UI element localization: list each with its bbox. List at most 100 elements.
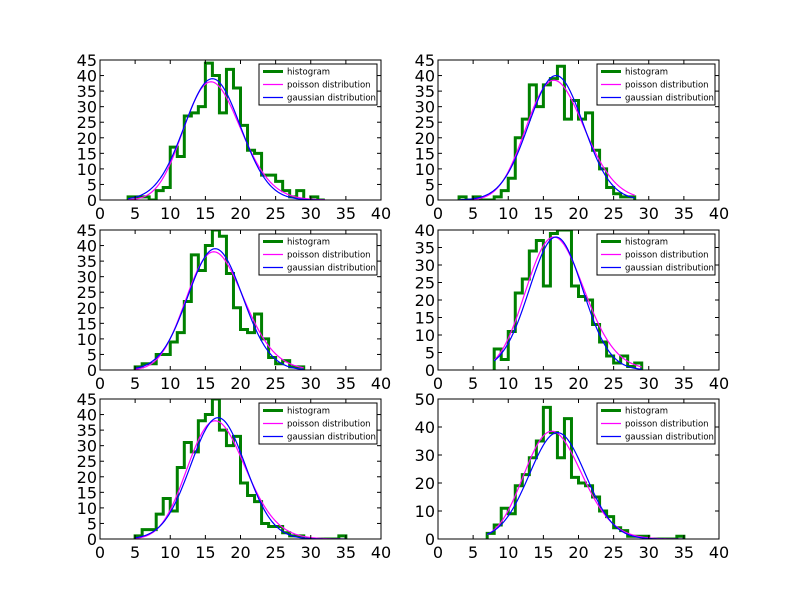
x-tick-label: 10 bbox=[498, 543, 518, 562]
x-tick-label: 30 bbox=[639, 543, 659, 562]
y-tick-label: 35 bbox=[77, 421, 97, 440]
x-tick-label: 10 bbox=[160, 543, 180, 562]
x-tick-label: 40 bbox=[371, 543, 391, 562]
x-tick-label: 20 bbox=[230, 204, 250, 223]
x-tick-label: 15 bbox=[195, 204, 215, 223]
legend-label: gaussian distribution bbox=[287, 264, 376, 274]
series-poisson-distribution bbox=[459, 79, 635, 200]
series-poisson-distribution bbox=[128, 81, 325, 200]
x-tick-label: 15 bbox=[533, 543, 553, 562]
plot-area bbox=[133, 230, 306, 370]
x-tick-label: 10 bbox=[160, 204, 180, 223]
y-tick-label: 35 bbox=[77, 252, 97, 271]
y-tick-label: 15 bbox=[77, 314, 97, 333]
y-tick-label: 25 bbox=[77, 113, 97, 132]
x-tick-label: 25 bbox=[603, 543, 623, 562]
y-tick-label: 30 bbox=[415, 98, 435, 117]
y-tick-label: 30 bbox=[415, 256, 435, 275]
legend: histogram poisson distribution gaussian di… bbox=[258, 233, 378, 276]
legend-label: histogram bbox=[625, 238, 668, 248]
x-tick-label: 25 bbox=[265, 204, 285, 223]
x-tick-label: 5 bbox=[468, 543, 478, 562]
x-tick-label: 30 bbox=[301, 543, 321, 562]
x-tick-label: 10 bbox=[498, 374, 518, 393]
legend-label: poisson distribution bbox=[625, 420, 709, 430]
x-tick-label: 0 bbox=[433, 204, 443, 223]
y-tick-label: 35 bbox=[415, 239, 435, 258]
y-tick-label: 25 bbox=[415, 113, 435, 132]
legend-label: gaussian distribution bbox=[287, 433, 376, 443]
legend: histogram poisson distribution gaussian di… bbox=[596, 63, 716, 106]
x-tick-label: 40 bbox=[371, 374, 391, 393]
subplot-3: 0 5 10 15 20 25 30 35 40051015202530354045histog… bbox=[77, 221, 392, 393]
x-tick-label: 0 bbox=[95, 374, 105, 393]
y-tick-label: 20 bbox=[77, 468, 97, 487]
y-tick-label: 40 bbox=[77, 237, 97, 256]
y-tick-label: 5 bbox=[87, 345, 97, 364]
y-tick-label: 40 bbox=[415, 221, 435, 240]
y-tick-label: 10 bbox=[415, 326, 435, 345]
x-tick-label: 25 bbox=[265, 543, 285, 562]
x-tick-label: 5 bbox=[468, 204, 478, 223]
y-tick-label: 20 bbox=[415, 474, 435, 493]
x-tick-label: 30 bbox=[301, 204, 321, 223]
x-tick-label: 40 bbox=[709, 204, 729, 223]
y-tick-label: 5 bbox=[87, 175, 97, 194]
y-tick-label: 30 bbox=[77, 268, 97, 287]
series-gaussian-distribution bbox=[459, 74, 635, 200]
x-tick-label: 0 bbox=[433, 374, 443, 393]
y-tick-label: 0 bbox=[87, 530, 97, 549]
x-tick-label: 25 bbox=[603, 374, 623, 393]
subplot-1: 0 5 10 15 20 25 30 35 40051015202530354045histog… bbox=[77, 51, 392, 223]
series-histogram bbox=[457, 64, 637, 200]
series-gaussian-distribution bbox=[128, 78, 325, 200]
x-tick-label: 35 bbox=[336, 543, 356, 562]
x-tick-label: 35 bbox=[336, 204, 356, 223]
x-tick-label: 15 bbox=[533, 204, 553, 223]
legend: histogram poisson distribution gaussian di… bbox=[258, 63, 378, 106]
x-tick-label: 15 bbox=[195, 543, 215, 562]
y-tick-label: 15 bbox=[77, 483, 97, 502]
x-tick-label: 20 bbox=[568, 543, 588, 562]
x-tick-label: 35 bbox=[336, 374, 356, 393]
legend-label: histogram bbox=[287, 68, 330, 78]
x-tick-label: 25 bbox=[603, 204, 623, 223]
x-tick-label: 40 bbox=[371, 204, 391, 223]
y-tick-label: 30 bbox=[77, 98, 97, 117]
y-tick-label: 0 bbox=[425, 191, 435, 210]
y-tick-label: 45 bbox=[77, 51, 97, 70]
y-tick-label: 0 bbox=[87, 361, 97, 380]
plot-area bbox=[492, 230, 644, 370]
y-tick-label: 25 bbox=[77, 452, 97, 471]
legend: histogram poisson distribution gaussian di… bbox=[258, 402, 378, 445]
y-tick-label: 0 bbox=[87, 191, 97, 210]
x-tick-label: 20 bbox=[568, 374, 588, 393]
legend-label: gaussian distribution bbox=[625, 433, 714, 443]
y-tick-label: 15 bbox=[415, 309, 435, 328]
x-tick-label: 20 bbox=[230, 543, 250, 562]
y-tick-label: 10 bbox=[415, 160, 435, 179]
y-tick-label: 5 bbox=[425, 344, 435, 363]
plot-area bbox=[126, 61, 325, 200]
x-tick-label: 15 bbox=[533, 374, 553, 393]
y-tick-label: 10 bbox=[77, 499, 97, 518]
x-tick-label: 0 bbox=[95, 543, 105, 562]
plot-area bbox=[457, 64, 637, 200]
y-tick-label: 15 bbox=[77, 144, 97, 163]
series-poisson-distribution bbox=[135, 251, 304, 370]
x-tick-label: 40 bbox=[709, 374, 729, 393]
y-tick-label: 15 bbox=[415, 144, 435, 163]
x-tick-label: 30 bbox=[639, 204, 659, 223]
x-tick-label: 5 bbox=[130, 204, 140, 223]
y-tick-label: 35 bbox=[415, 82, 435, 101]
legend-label: gaussian distribution bbox=[625, 94, 714, 104]
x-tick-label: 30 bbox=[639, 374, 659, 393]
legend-label: poisson distribution bbox=[287, 81, 371, 91]
x-tick-label: 25 bbox=[265, 374, 285, 393]
subplot-5: 0 5 10 15 20 25 30 35 40051015202530354045histog… bbox=[77, 390, 392, 562]
legend-label: gaussian distribution bbox=[625, 264, 714, 274]
y-tick-label: 50 bbox=[415, 390, 435, 409]
x-tick-label: 20 bbox=[230, 374, 250, 393]
subplot-6: 0 5 10 15 20 25 30 35 40 0 10 20 30 40 50 histogram pois… bbox=[415, 390, 730, 562]
